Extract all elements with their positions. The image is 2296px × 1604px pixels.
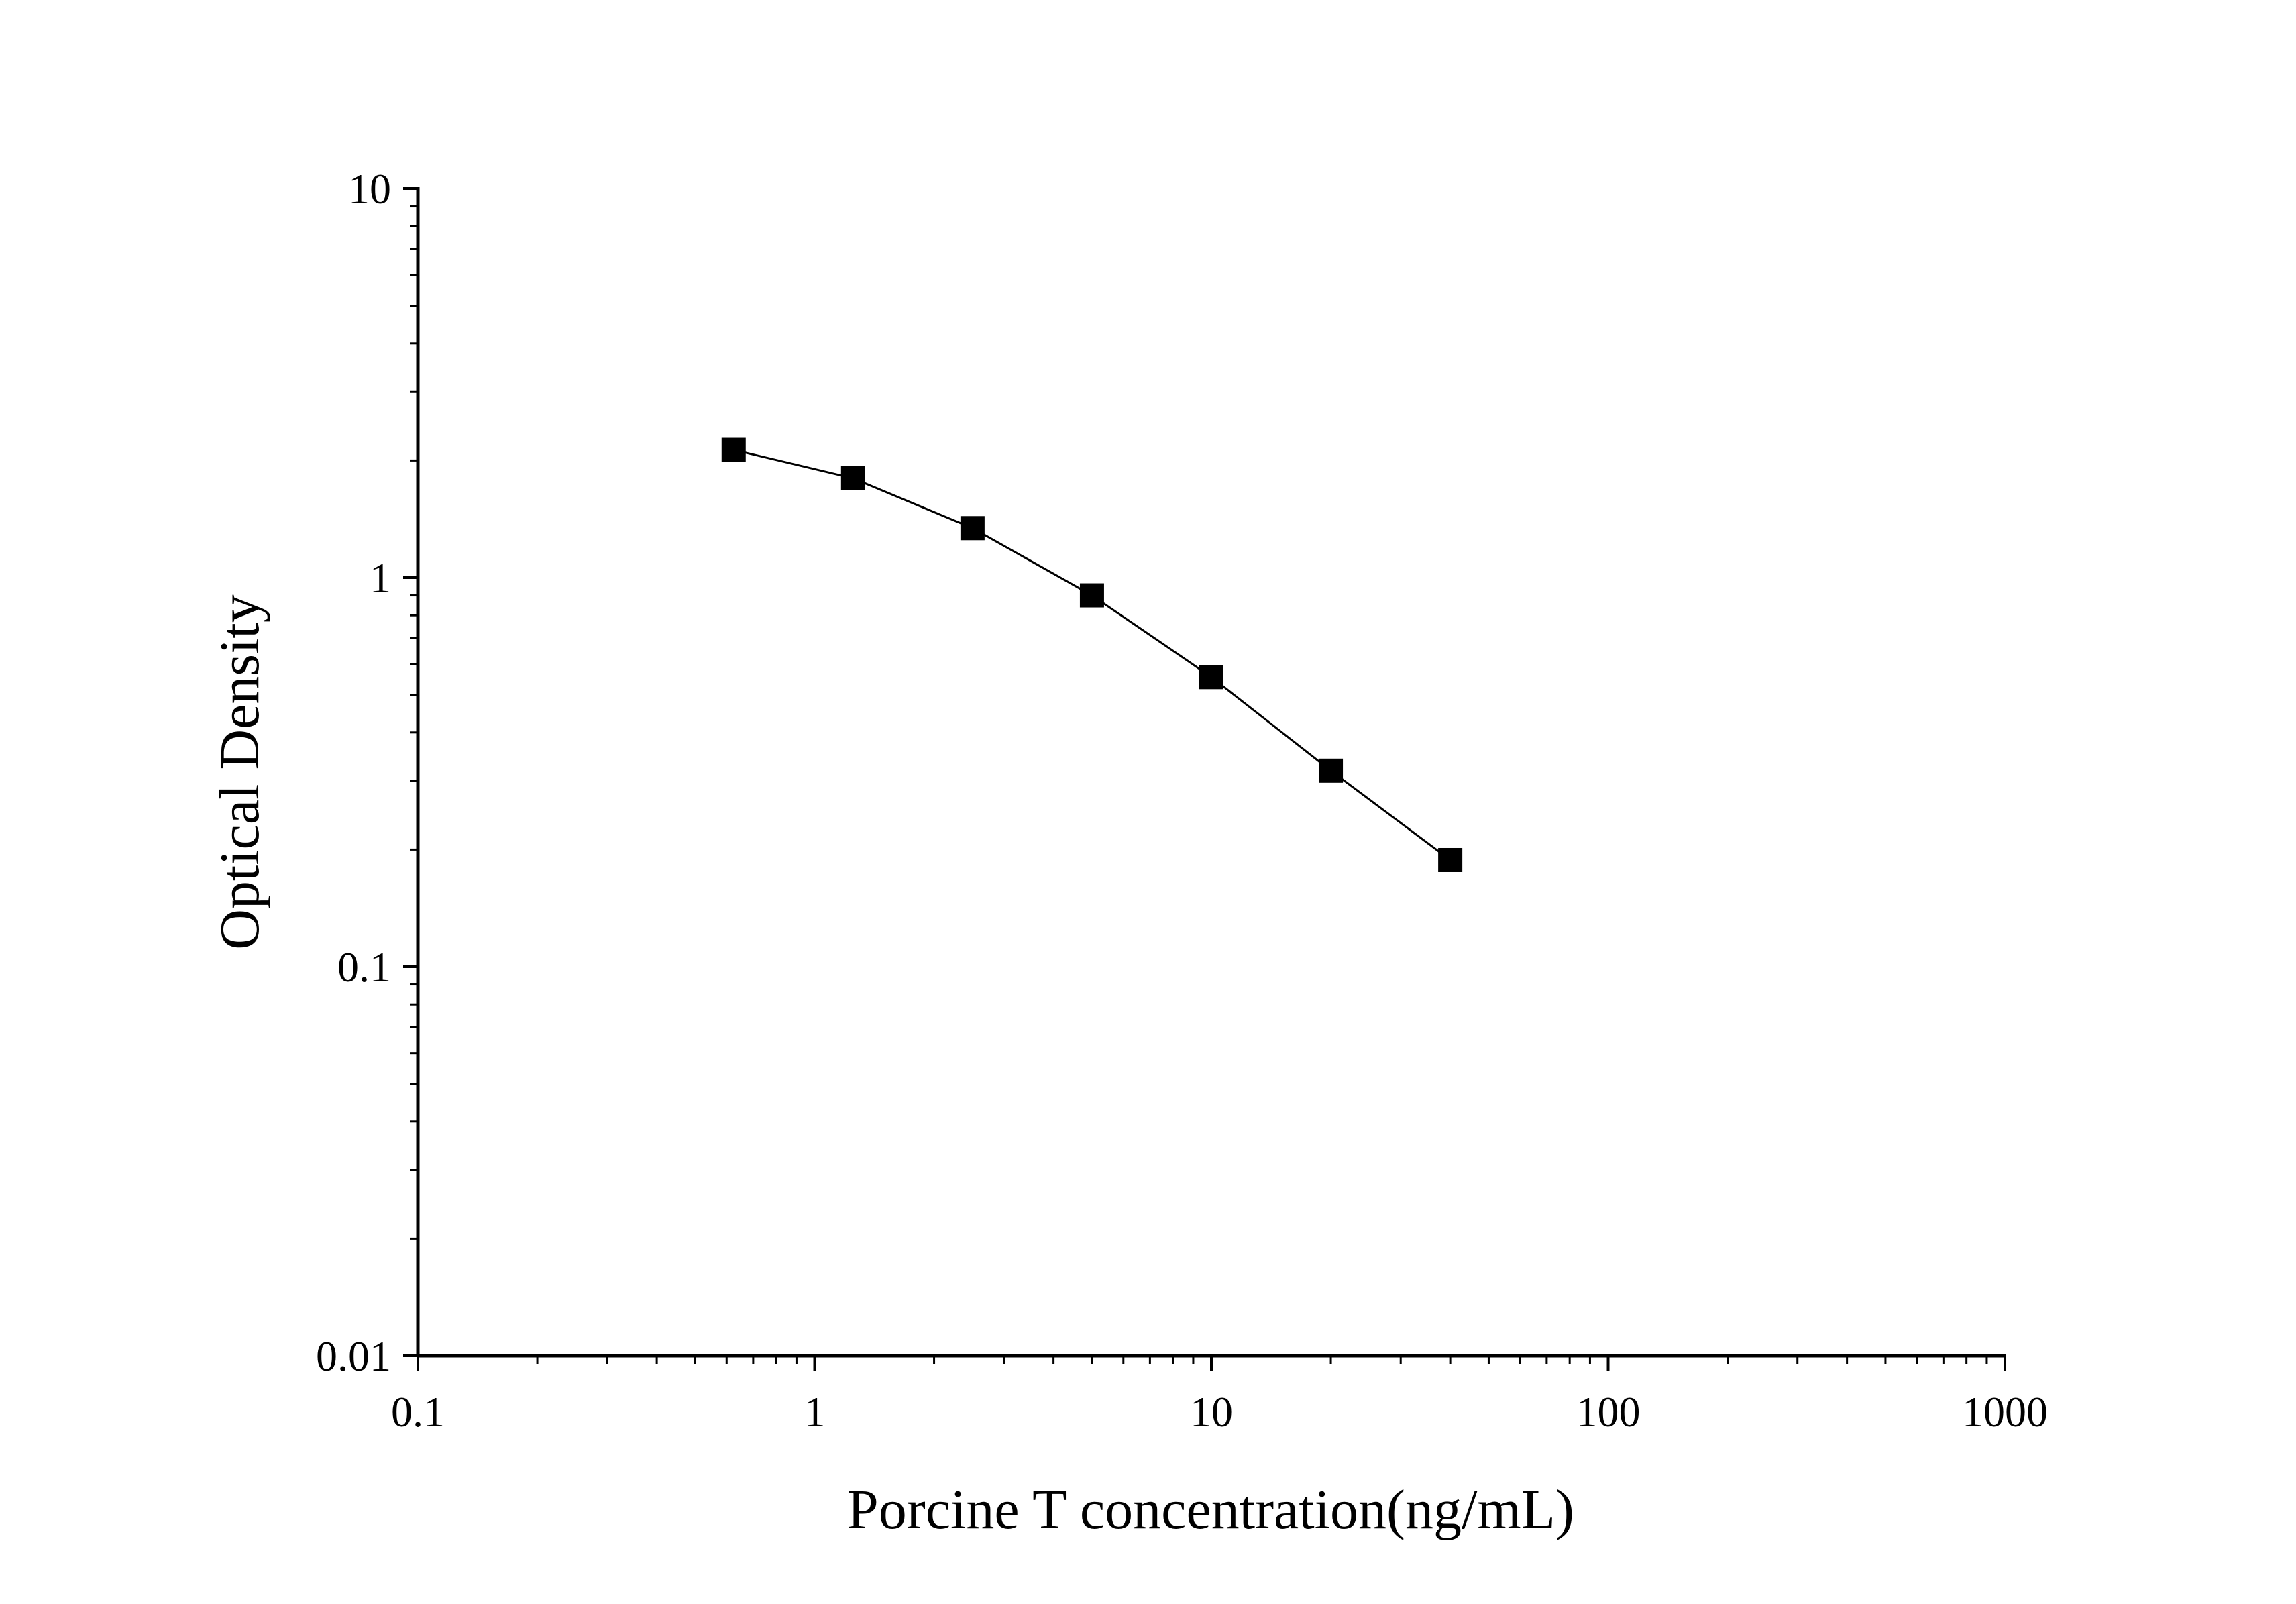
x-axis-label: Porcine T concentration(ng/mL)	[847, 1479, 1574, 1541]
y-axis-label: Optical Density	[209, 594, 271, 950]
x-tick-label: 100	[1576, 1388, 1641, 1436]
data-point-marker	[1319, 758, 1344, 783]
y-tick-label: 0.01	[316, 1332, 391, 1380]
x-tick-label: 0.1	[391, 1388, 445, 1436]
data-point-marker	[721, 437, 746, 462]
data-point-marker	[840, 466, 865, 490]
data-point-marker	[1438, 847, 1463, 872]
x-tick-label: 1000	[1962, 1388, 2048, 1436]
series	[721, 437, 1463, 872]
data-point-marker	[1079, 583, 1104, 608]
data-point-marker	[960, 516, 985, 541]
y-tick-label: 10	[348, 165, 391, 213]
y-tick-label: 1	[370, 554, 391, 602]
series-line	[733, 449, 1452, 861]
x-tick-label: 10	[1190, 1388, 1233, 1436]
data-point-marker	[1199, 665, 1223, 690]
y-tick-label: 0.1	[337, 943, 391, 991]
x-tick-label: 1	[804, 1388, 826, 1436]
